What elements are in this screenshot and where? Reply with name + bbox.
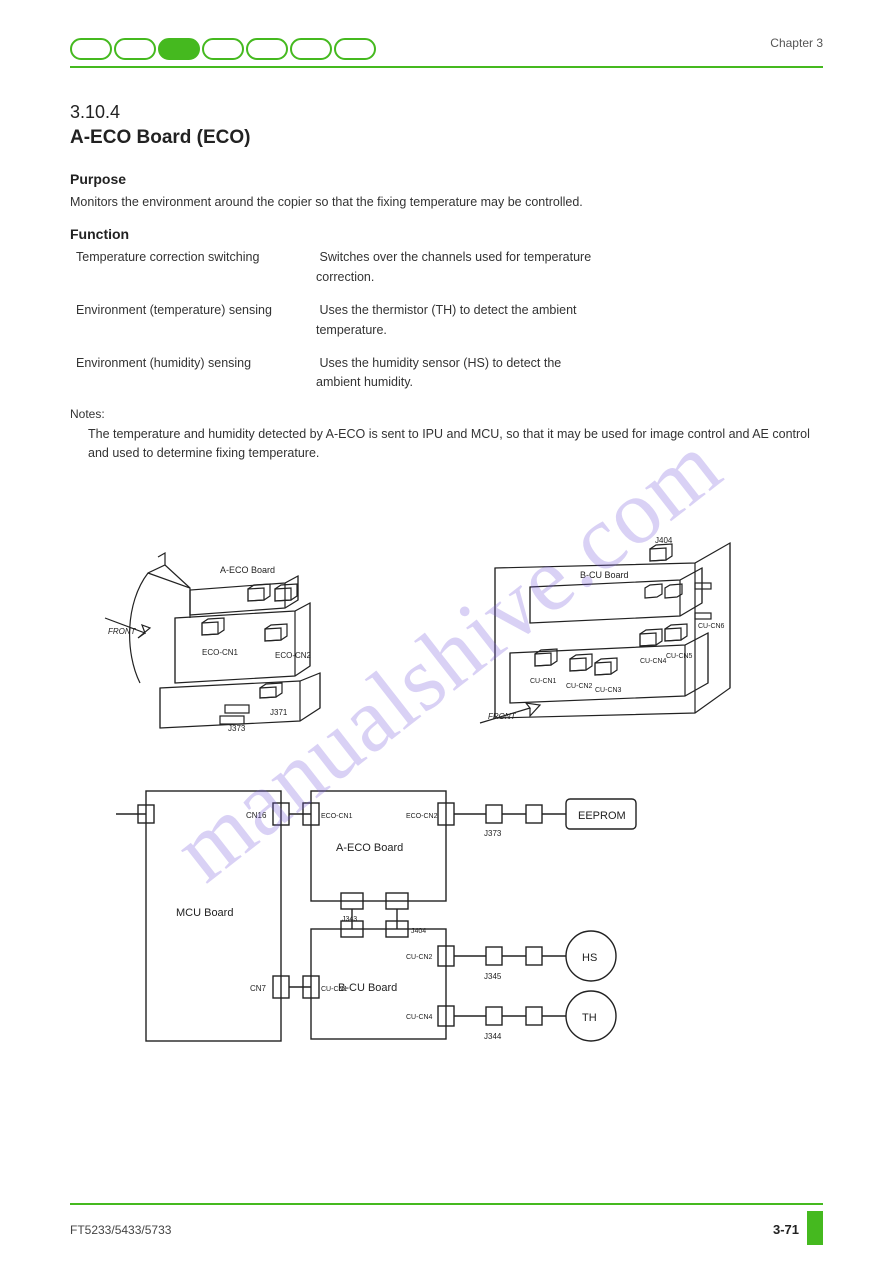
label-j404: J404 bbox=[655, 536, 673, 545]
section-title: A-ECO Board (ECO) bbox=[70, 127, 823, 149]
section-number: 3.10.4 bbox=[70, 102, 823, 123]
port-eco-cn2: ECO-CN2 bbox=[406, 813, 438, 820]
footer-page-number: 3-71 bbox=[773, 1222, 799, 1237]
func3-cont: ambient humidity. bbox=[316, 375, 413, 389]
block-hs-label: HS bbox=[582, 952, 597, 964]
block-eeprom-label: EEPROM bbox=[578, 810, 626, 822]
block-aeco-label: A-ECO Board bbox=[336, 842, 403, 854]
pill-0 bbox=[70, 38, 112, 60]
label-cu3: CU-CN3 bbox=[595, 687, 622, 694]
cube-icon bbox=[265, 624, 287, 641]
label-bcu: B-CU Board bbox=[580, 570, 629, 580]
func2-lead: Environment (temperature) sensing bbox=[76, 301, 316, 320]
block-diagram: MCU Board CN16 CN7 A-ECO Board ECO-CN1 E… bbox=[106, 781, 823, 1061]
port-j343: J343 bbox=[342, 916, 357, 923]
pill-3 bbox=[202, 38, 244, 60]
pill-4 bbox=[246, 38, 288, 60]
diagram-left: A-ECO Board bbox=[70, 483, 400, 753]
func1-lead: Temperature correction switching bbox=[76, 248, 316, 267]
notes-heading: Notes: bbox=[70, 407, 823, 421]
label-eco-cn2: ECO-CN2 bbox=[275, 651, 312, 660]
label-cu6: CU-CN6 bbox=[698, 623, 725, 630]
header-rule bbox=[70, 66, 823, 68]
footer-page-mark bbox=[807, 1211, 823, 1245]
func1-rest: Switches over the channels used for temp… bbox=[319, 250, 591, 264]
func3-rest: Uses the humidity sensor (HS) to detect … bbox=[319, 356, 561, 370]
block-mcu-label: MCU Board bbox=[176, 907, 233, 919]
port-j373: J373 bbox=[484, 829, 502, 838]
diagram-right: B-CU Board bbox=[440, 483, 770, 753]
header-pills bbox=[70, 38, 823, 60]
port-cn7: CN7 bbox=[250, 984, 267, 993]
pill-2-active bbox=[158, 38, 200, 60]
port-j404-b: J404 bbox=[411, 928, 426, 935]
pill-5 bbox=[290, 38, 332, 60]
cube-icon bbox=[640, 629, 662, 646]
isometric-diagrams: A-ECO Board bbox=[70, 483, 823, 753]
footer-model: FT5233/5433/5733 bbox=[70, 1223, 171, 1237]
pill-1 bbox=[114, 38, 156, 60]
function-line-2: Environment (temperature) sensing Uses t… bbox=[76, 301, 823, 340]
function-heading: Function bbox=[70, 226, 823, 242]
func2-rest: Uses the thermistor (TH) to detect the a… bbox=[319, 303, 576, 317]
port-cu-cn2: CU-CN2 bbox=[406, 954, 433, 961]
function-line-1: Temperature correction switching Switche… bbox=[76, 248, 823, 287]
label-cu1: CU-CN1 bbox=[530, 678, 557, 685]
cube-icon bbox=[665, 624, 687, 641]
port-eco-cn1: ECO-CN1 bbox=[321, 813, 353, 820]
cube-icon bbox=[248, 584, 270, 601]
label-j373: J373 bbox=[228, 724, 246, 733]
port-cu-cn4: CU-CN4 bbox=[406, 1014, 433, 1021]
label-cu2: CU-CN2 bbox=[566, 683, 593, 690]
label-eco-cn1: ECO-CN1 bbox=[202, 648, 239, 657]
cube-icon bbox=[275, 584, 297, 601]
label-cu4: CU-CN4 bbox=[640, 658, 667, 665]
func1-cont: correction. bbox=[316, 270, 374, 284]
cube-icon bbox=[202, 618, 224, 635]
port-cu-cn1: CU-CN1 bbox=[321, 986, 348, 993]
cube-icon bbox=[570, 654, 592, 671]
cube-icon bbox=[260, 683, 282, 698]
label-aeco: A-ECO Board bbox=[220, 565, 275, 575]
func3-lead: Environment (humidity) sensing bbox=[76, 354, 316, 373]
footer-rule bbox=[70, 1203, 823, 1205]
port-j344: J344 bbox=[484, 1032, 502, 1041]
running-head: Chapter 3 bbox=[770, 36, 823, 50]
label-front-left: FRONT bbox=[108, 627, 137, 636]
port-cn16: CN16 bbox=[246, 811, 267, 820]
function-line-3: Environment (humidity) sensing Uses the … bbox=[76, 354, 823, 393]
label-cu5: CU-CN5 bbox=[666, 653, 693, 660]
pill-6 bbox=[334, 38, 376, 60]
label-j371: J371 bbox=[270, 708, 288, 717]
purpose-heading: Purpose bbox=[70, 171, 823, 187]
label-front-right: FRONT bbox=[488, 712, 517, 721]
block-th-label: TH bbox=[582, 1012, 597, 1024]
notes-text: The temperature and humidity detected by… bbox=[88, 425, 823, 464]
func2-cont: temperature. bbox=[316, 323, 387, 337]
purpose-text: Monitors the environment around the copi… bbox=[70, 193, 823, 212]
cube-icon bbox=[595, 658, 617, 675]
cube-icon bbox=[645, 584, 662, 598]
cube-icon bbox=[650, 544, 672, 561]
port-j345: J345 bbox=[484, 972, 502, 981]
